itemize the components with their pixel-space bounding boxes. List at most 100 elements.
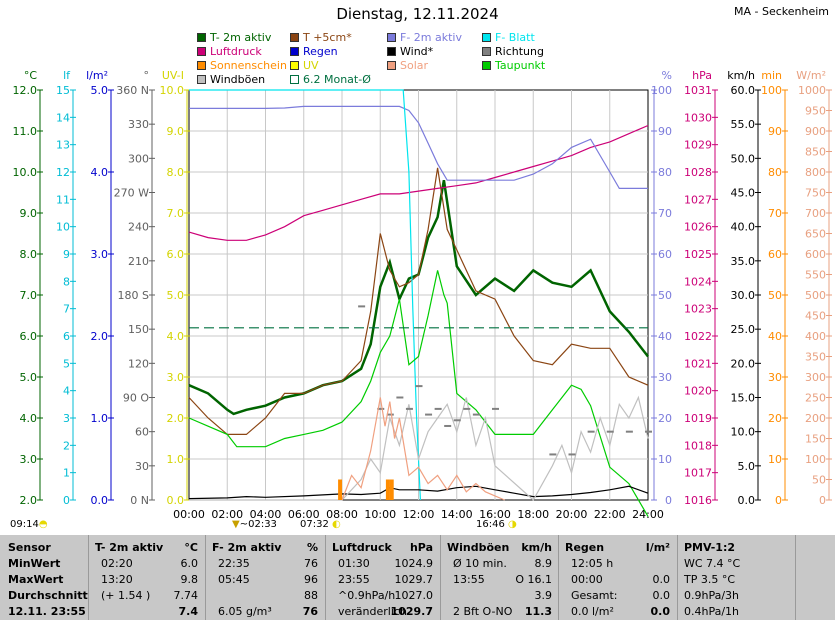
direction-mark: [472, 413, 480, 416]
axis-tick-label-leaf: 13: [56, 139, 70, 152]
weather-chart: 12.011.010.09.08.07.06.05.04.03.02.0°C15…: [13, 69, 832, 521]
legend-item: Sonnenschein: [197, 59, 287, 72]
axis-tick-label-leaf: 14: [56, 111, 70, 124]
sunset-time: 16:46 ◑: [476, 519, 517, 530]
table-cell-label: 0.4hPa/1h: [684, 605, 740, 618]
table-cell-label: 12:05 h: [571, 557, 614, 570]
table-column-header: Windböen: [447, 541, 510, 554]
table-separator: [205, 535, 206, 620]
axis-tick-label-wind: 55.0: [731, 118, 756, 131]
table-row-label: MinWert: [8, 557, 61, 570]
axis-tick-label-dir: 150: [128, 323, 149, 336]
summary-table: Sensor MinWert MaxWert Durchschnitt 12.11. 2…: [0, 535, 835, 620]
legend-item: Luftdruck: [197, 45, 262, 58]
table-cell-value: 6.0: [180, 557, 199, 570]
x-tick-label: 22:00: [594, 508, 626, 521]
table-row-label: 12.11. 23:55: [8, 605, 86, 618]
axis-tick-label-hum: 40: [658, 330, 672, 343]
axis-tick-label-minutes: 20: [768, 412, 782, 425]
axis-tick-label-dir: 0 N: [130, 494, 149, 507]
table-cell-label: 02:20: [101, 557, 133, 570]
axis-tick-label-wind: 35.0: [731, 255, 756, 268]
legend-swatch: [197, 47, 206, 56]
direction-mark: [405, 407, 413, 410]
axis-unit-press: hPa: [692, 69, 712, 82]
axis-tick-label-solar: 200: [805, 412, 826, 425]
axis-tick-label-solar: 100: [805, 453, 826, 466]
table-cell-label: 01:30: [338, 557, 370, 570]
direction-mark: [606, 430, 614, 433]
direction-mark: [444, 424, 452, 427]
axis-unit-uv: UV-I: [162, 69, 184, 82]
table-column-header: PMV-1:2: [684, 541, 735, 554]
table-cell-value: 1029.7: [394, 573, 434, 586]
table-cell-label: 13:20: [101, 573, 133, 586]
axis-tick-label-temp: 5.0: [20, 371, 38, 384]
legend-item: Windböen: [197, 73, 265, 86]
axis-tick-label-hum: 30: [658, 371, 672, 384]
axis-tick-label-temp: 11.0: [13, 125, 38, 138]
axis-tick-label-temp: 8.0: [20, 248, 38, 261]
legend-label: Regen: [303, 45, 338, 58]
axis-tick-label-wind: 10.0: [731, 426, 756, 439]
x-tick-label: 16:00: [479, 508, 511, 521]
x-tick-label: 00:00: [173, 508, 205, 521]
axis-tick-label-dir: 180 S: [118, 289, 149, 302]
axis-tick-label-minutes: 40: [768, 330, 782, 343]
axis-tick-label-uv: 5.0: [167, 289, 185, 302]
axis-tick-label-solar: 950: [805, 105, 826, 118]
table-column-header: T- 2m aktiv: [95, 541, 164, 554]
legend-label: T +5cm*: [303, 31, 352, 44]
axis-tick-label-wind: 0.0: [738, 494, 756, 507]
axis-tick-label-press: 1022: [684, 330, 712, 343]
axis-tick-label-minutes: 30: [768, 371, 782, 384]
axis-tick-label-hum: 10: [658, 453, 672, 466]
axis-tick-label-minutes: 60: [768, 248, 782, 261]
axis-tick-label-press: 1020: [684, 385, 712, 398]
legend-item: 6.2 Monat-Ø: [290, 73, 371, 86]
table-separator: [677, 535, 678, 620]
legend-swatch: [387, 47, 396, 56]
legend-label: F- 2m aktiv: [400, 31, 462, 44]
sunshine-bar: [385, 479, 390, 500]
legend-swatch: [290, 61, 299, 70]
sunrise-time: 07:32 ◐: [300, 519, 341, 530]
table-cell-label: WC 7.4 °C: [684, 557, 741, 570]
direction-mark: [377, 407, 385, 410]
moonrise-label: 09:14: [10, 519, 39, 530]
axis-tick-label-solar: 50: [812, 474, 826, 487]
axis-tick-label-solar: 150: [805, 433, 826, 446]
legend-label: F- Blatt: [495, 31, 535, 44]
table-cell-label: veränderlich: [338, 605, 407, 618]
axis-tick-label-solar: 800: [805, 166, 826, 179]
legend-item: Regen: [290, 45, 338, 58]
sunshine-bar: [389, 479, 394, 500]
axis-tick-label-hum: 70: [658, 207, 672, 220]
x-tick-label: 12:00: [403, 508, 435, 521]
axis-tick-label-solar: 1000: [798, 84, 826, 97]
direction-mark: [625, 430, 633, 433]
direction-mark: [415, 385, 423, 388]
axis-tick-label-hum: 50: [658, 289, 672, 302]
table-separator: [440, 535, 441, 620]
legend-item: F- Blatt: [482, 31, 535, 44]
x-tick-label: 04:00: [250, 508, 282, 521]
axis-tick-label-dir: 90 O: [123, 392, 149, 405]
axis-tick-label-rain: 2.0: [91, 330, 109, 343]
legend-item: UV: [290, 59, 319, 72]
axis-tick-label-wind: 15.0: [731, 392, 756, 405]
x-tick-label: 18:00: [517, 508, 549, 521]
legend-item: F- 2m aktiv: [387, 31, 462, 44]
legend-item: Wind*: [387, 45, 433, 58]
chart-title: Dienstag, 12.11.2024: [336, 5, 499, 23]
axis-tick-label-rain: 0.0: [91, 494, 109, 507]
axis-tick-label-solar: 350: [805, 351, 826, 364]
axis-unit-dir: °: [144, 69, 150, 82]
axis-tick-label-rain: 5.0: [91, 84, 109, 97]
legend-item: T +5cm*: [290, 31, 352, 44]
direction-mark: [568, 453, 576, 456]
direction-mark: [492, 407, 499, 410]
table-column-header: Regen: [565, 541, 605, 554]
axis-tick-label-uv: 1.0: [167, 453, 185, 466]
axis-tick-label-temp: 6.0: [20, 330, 38, 343]
